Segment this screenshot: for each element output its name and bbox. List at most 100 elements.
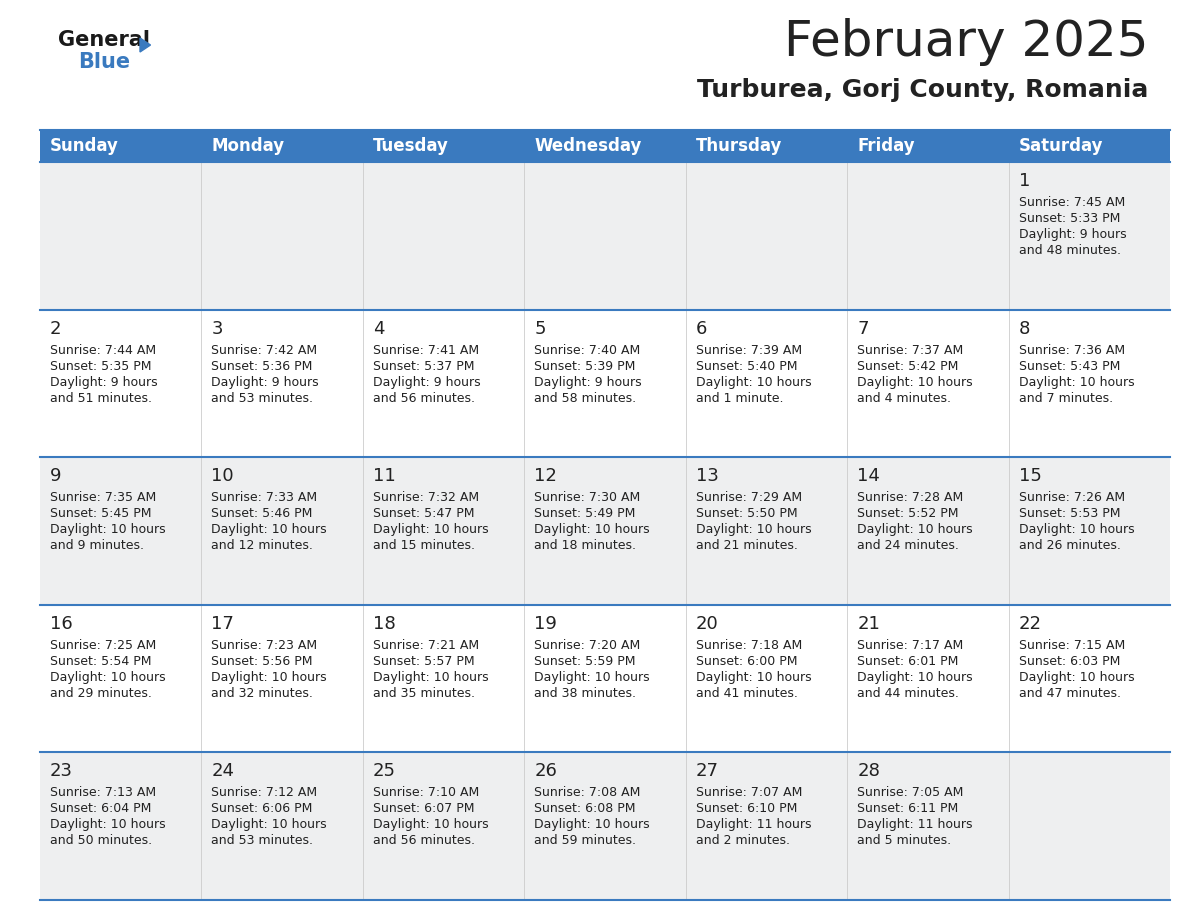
Text: Sunrise: 7:42 AM: Sunrise: 7:42 AM [211, 343, 317, 356]
Text: and 21 minutes.: and 21 minutes. [696, 539, 797, 553]
Text: Sunset: 5:54 PM: Sunset: 5:54 PM [50, 655, 152, 667]
Text: Sunset: 6:04 PM: Sunset: 6:04 PM [50, 802, 151, 815]
Text: Daylight: 10 hours: Daylight: 10 hours [858, 671, 973, 684]
Text: Sunrise: 7:45 AM: Sunrise: 7:45 AM [1018, 196, 1125, 209]
Bar [40, 753, 1170, 900]
Text: and 59 minutes.: and 59 minutes. [535, 834, 637, 847]
Text: and 53 minutes.: and 53 minutes. [211, 392, 314, 405]
Text: Sunrise: 7:28 AM: Sunrise: 7:28 AM [858, 491, 963, 504]
Text: Sunrise: 7:35 AM: Sunrise: 7:35 AM [50, 491, 157, 504]
Text: Sunrise: 7:23 AM: Sunrise: 7:23 AM [211, 639, 317, 652]
Text: Sunrise: 7:17 AM: Sunrise: 7:17 AM [858, 639, 963, 652]
Text: 28: 28 [858, 763, 880, 780]
Polygon shape [140, 38, 151, 52]
Text: Daylight: 11 hours: Daylight: 11 hours [858, 819, 973, 832]
Text: Sunset: 5:47 PM: Sunset: 5:47 PM [373, 508, 474, 521]
Text: Sunrise: 7:40 AM: Sunrise: 7:40 AM [535, 343, 640, 356]
Text: 19: 19 [535, 615, 557, 633]
Bar [40, 457, 1170, 605]
Text: Sunrise: 7:18 AM: Sunrise: 7:18 AM [696, 639, 802, 652]
Text: and 32 minutes.: and 32 minutes. [211, 687, 314, 700]
Text: Turburea, Gorj County, Romania: Turburea, Gorj County, Romania [696, 78, 1148, 102]
Text: Sunrise: 7:08 AM: Sunrise: 7:08 AM [535, 787, 640, 800]
Text: Daylight: 10 hours: Daylight: 10 hours [1018, 671, 1135, 684]
Text: Daylight: 10 hours: Daylight: 10 hours [50, 671, 165, 684]
Text: 24: 24 [211, 763, 234, 780]
Text: Daylight: 10 hours: Daylight: 10 hours [50, 819, 165, 832]
Text: Sunrise: 7:20 AM: Sunrise: 7:20 AM [535, 639, 640, 652]
Text: Sunday: Sunday [50, 137, 119, 155]
Text: 5: 5 [535, 319, 545, 338]
Text: Sunrise: 7:10 AM: Sunrise: 7:10 AM [373, 787, 479, 800]
Text: 14: 14 [858, 467, 880, 486]
Text: Daylight: 10 hours: Daylight: 10 hours [535, 819, 650, 832]
Text: 8: 8 [1018, 319, 1030, 338]
Text: and 56 minutes.: and 56 minutes. [373, 834, 475, 847]
Text: 23: 23 [50, 763, 72, 780]
Text: Sunset: 6:06 PM: Sunset: 6:06 PM [211, 802, 312, 815]
Text: 17: 17 [211, 615, 234, 633]
Text: February 2025: February 2025 [784, 18, 1148, 66]
Text: and 7 minutes.: and 7 minutes. [1018, 392, 1113, 405]
Text: 7: 7 [858, 319, 868, 338]
Text: Daylight: 10 hours: Daylight: 10 hours [211, 819, 327, 832]
Text: and 47 minutes.: and 47 minutes. [1018, 687, 1120, 700]
Text: Sunset: 5:42 PM: Sunset: 5:42 PM [858, 360, 959, 373]
Text: Sunrise: 7:36 AM: Sunrise: 7:36 AM [1018, 343, 1125, 356]
Text: Daylight: 9 hours: Daylight: 9 hours [535, 375, 642, 388]
Bar [40, 605, 1170, 753]
Text: 20: 20 [696, 615, 719, 633]
Text: Daylight: 10 hours: Daylight: 10 hours [373, 523, 488, 536]
Text: and 41 minutes.: and 41 minutes. [696, 687, 797, 700]
Text: Sunrise: 7:26 AM: Sunrise: 7:26 AM [1018, 491, 1125, 504]
Text: Saturday: Saturday [1018, 137, 1104, 155]
Text: Sunset: 5:45 PM: Sunset: 5:45 PM [50, 508, 152, 521]
Text: Daylight: 10 hours: Daylight: 10 hours [1018, 523, 1135, 536]
Text: Sunrise: 7:13 AM: Sunrise: 7:13 AM [50, 787, 156, 800]
Text: and 56 minutes.: and 56 minutes. [373, 392, 475, 405]
Text: 22: 22 [1018, 615, 1042, 633]
Text: Tuesday: Tuesday [373, 137, 449, 155]
Text: Daylight: 11 hours: Daylight: 11 hours [696, 819, 811, 832]
Text: 25: 25 [373, 763, 396, 780]
Text: Sunrise: 7:32 AM: Sunrise: 7:32 AM [373, 491, 479, 504]
Text: Daylight: 10 hours: Daylight: 10 hours [535, 671, 650, 684]
Text: and 5 minutes.: and 5 minutes. [858, 834, 952, 847]
Text: Sunset: 6:01 PM: Sunset: 6:01 PM [858, 655, 959, 667]
Text: 13: 13 [696, 467, 719, 486]
Text: Sunrise: 7:12 AM: Sunrise: 7:12 AM [211, 787, 317, 800]
Text: 9: 9 [50, 467, 62, 486]
Text: and 51 minutes.: and 51 minutes. [50, 392, 152, 405]
Text: Sunset: 5:36 PM: Sunset: 5:36 PM [211, 360, 312, 373]
Text: Daylight: 10 hours: Daylight: 10 hours [373, 671, 488, 684]
Text: Sunset: 5:59 PM: Sunset: 5:59 PM [535, 655, 636, 667]
Text: Sunset: 5:56 PM: Sunset: 5:56 PM [211, 655, 312, 667]
Text: Sunset: 6:00 PM: Sunset: 6:00 PM [696, 655, 797, 667]
Text: General: General [58, 30, 150, 50]
Text: 3: 3 [211, 319, 223, 338]
Text: Sunrise: 7:37 AM: Sunrise: 7:37 AM [858, 343, 963, 356]
Text: and 1 minute.: and 1 minute. [696, 392, 783, 405]
Text: 6: 6 [696, 319, 707, 338]
Text: Sunrise: 7:29 AM: Sunrise: 7:29 AM [696, 491, 802, 504]
Text: Blue: Blue [78, 52, 131, 72]
Text: Sunset: 5:43 PM: Sunset: 5:43 PM [1018, 360, 1120, 373]
Text: and 2 minutes.: and 2 minutes. [696, 834, 790, 847]
Text: 11: 11 [373, 467, 396, 486]
Text: Daylight: 10 hours: Daylight: 10 hours [211, 671, 327, 684]
Text: 27: 27 [696, 763, 719, 780]
Text: and 15 minutes.: and 15 minutes. [373, 539, 475, 553]
Text: Daylight: 10 hours: Daylight: 10 hours [535, 523, 650, 536]
Text: and 9 minutes.: and 9 minutes. [50, 539, 144, 553]
Text: Daylight: 10 hours: Daylight: 10 hours [696, 523, 811, 536]
Text: Sunrise: 7:30 AM: Sunrise: 7:30 AM [535, 491, 640, 504]
Text: Friday: Friday [858, 137, 915, 155]
Text: and 24 minutes.: and 24 minutes. [858, 539, 959, 553]
Text: Sunset: 6:08 PM: Sunset: 6:08 PM [535, 802, 636, 815]
Text: Daylight: 10 hours: Daylight: 10 hours [696, 671, 811, 684]
Text: Sunset: 5:53 PM: Sunset: 5:53 PM [1018, 508, 1120, 521]
Text: Sunset: 6:07 PM: Sunset: 6:07 PM [373, 802, 474, 815]
Text: Sunset: 5:50 PM: Sunset: 5:50 PM [696, 508, 797, 521]
Text: Thursday: Thursday [696, 137, 782, 155]
Text: Daylight: 10 hours: Daylight: 10 hours [858, 523, 973, 536]
